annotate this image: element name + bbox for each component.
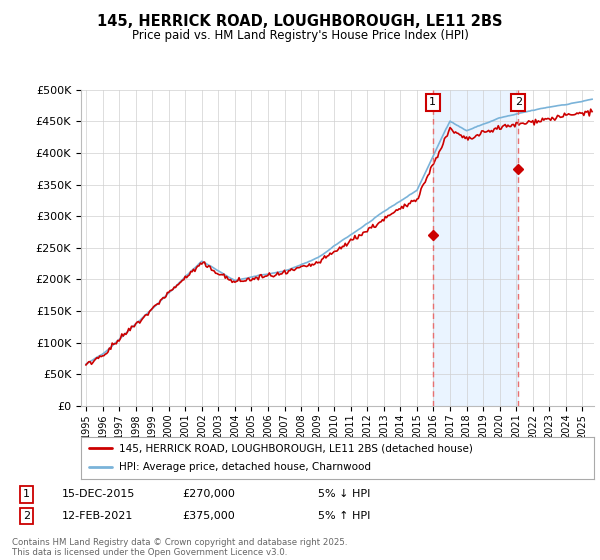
Text: 2: 2: [515, 97, 522, 108]
Bar: [433, 90, 518, 406]
Text: £375,000: £375,000: [182, 511, 235, 521]
Text: 145, HERRICK ROAD, LOUGHBOROUGH, LE11 2BS (detached house): 145, HERRICK ROAD, LOUGHBOROUGH, LE11 2B…: [119, 443, 473, 453]
Text: Contains HM Land Registry data © Crown copyright and database right 2025.
This d: Contains HM Land Registry data © Crown c…: [12, 538, 347, 557]
Text: 1: 1: [430, 97, 436, 108]
Text: 145, HERRICK ROAD, LOUGHBOROUGH, LE11 2BS: 145, HERRICK ROAD, LOUGHBOROUGH, LE11 2B…: [97, 14, 503, 29]
Text: 2: 2: [23, 511, 30, 521]
Text: 12-FEB-2021: 12-FEB-2021: [62, 511, 133, 521]
Text: 15-DEC-2015: 15-DEC-2015: [62, 489, 135, 500]
Text: 5% ↓ HPI: 5% ↓ HPI: [317, 489, 370, 500]
Text: 1: 1: [23, 489, 30, 500]
Text: 5% ↑ HPI: 5% ↑ HPI: [317, 511, 370, 521]
Text: Price paid vs. HM Land Registry's House Price Index (HPI): Price paid vs. HM Land Registry's House …: [131, 29, 469, 42]
Text: £270,000: £270,000: [182, 489, 235, 500]
Text: HPI: Average price, detached house, Charnwood: HPI: Average price, detached house, Char…: [119, 463, 371, 473]
